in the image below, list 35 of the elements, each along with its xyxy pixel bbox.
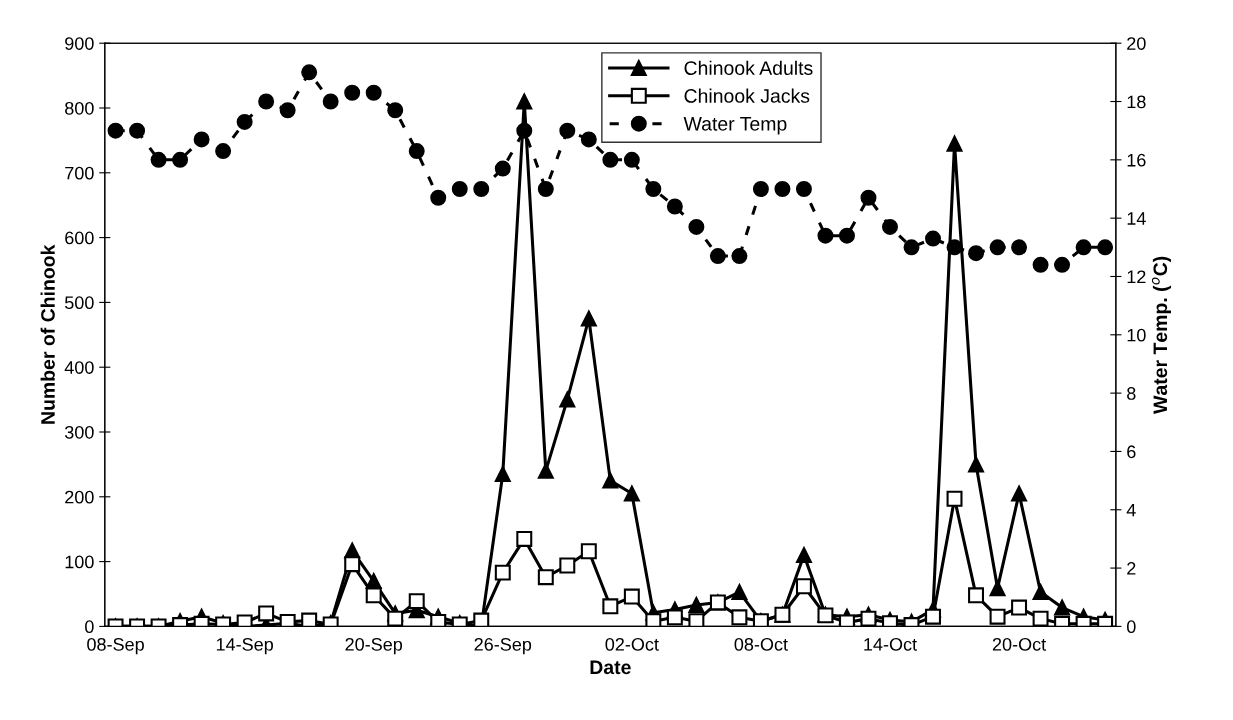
y2-tick-label: 8 <box>1127 387 1136 400</box>
y2-tick-label: 12 <box>1127 270 1146 284</box>
y2-axis-title: Water Temp. ($^{o}$C) <box>1151 256 1172 414</box>
y2-tick-label: 18 <box>1127 95 1146 109</box>
x-tick-label: 08-Oct <box>734 637 788 651</box>
y-tick-label: 800 <box>65 101 94 115</box>
y2-tick-label: 2 <box>1127 562 1136 575</box>
x-tick-label: 20-Sep <box>345 637 403 655</box>
x-axis-title: Date <box>590 660 631 675</box>
y2-tick-label: 14 <box>1127 212 1146 225</box>
y2-tick-label: 6 <box>1127 445 1136 459</box>
y2-tick-label: 10 <box>1127 328 1146 342</box>
legend-label: Chinook Adults <box>684 60 813 75</box>
y-tick-label: 400 <box>64 361 94 374</box>
y2-tick-label: 16 <box>1127 153 1146 167</box>
y-tick-label: 500 <box>64 296 94 310</box>
y-axis-title: Number of Chinook <box>40 244 55 424</box>
legend-label: Chinook Jacks <box>684 88 810 103</box>
x-tick-label: 14-Sep <box>216 637 273 655</box>
y-tick-label: 700 <box>65 166 94 180</box>
x-tick-label: 02-Oct <box>605 637 659 651</box>
x-tick-label: 26-Sep <box>474 637 532 655</box>
x-tick-label: 08-Sep <box>87 637 144 655</box>
y-tick-label: 200 <box>65 490 94 504</box>
x-tick-label: 14-Oct <box>864 637 917 651</box>
y-tick-label: 900 <box>65 37 94 50</box>
y-tick-label: 300 <box>64 425 94 439</box>
legend-label: Water Temp <box>683 117 787 135</box>
y-tick-label: 0 <box>85 620 94 634</box>
y2-tick-label: 20 <box>1127 37 1146 50</box>
y2-tick-label: 0 <box>1126 620 1136 634</box>
y2-tick-label: 4 <box>1126 503 1136 517</box>
y-tick-label: 100 <box>65 555 94 569</box>
y-tick-label: 600 <box>65 231 94 245</box>
x-tick-label: 20-Oct <box>992 637 1047 651</box>
